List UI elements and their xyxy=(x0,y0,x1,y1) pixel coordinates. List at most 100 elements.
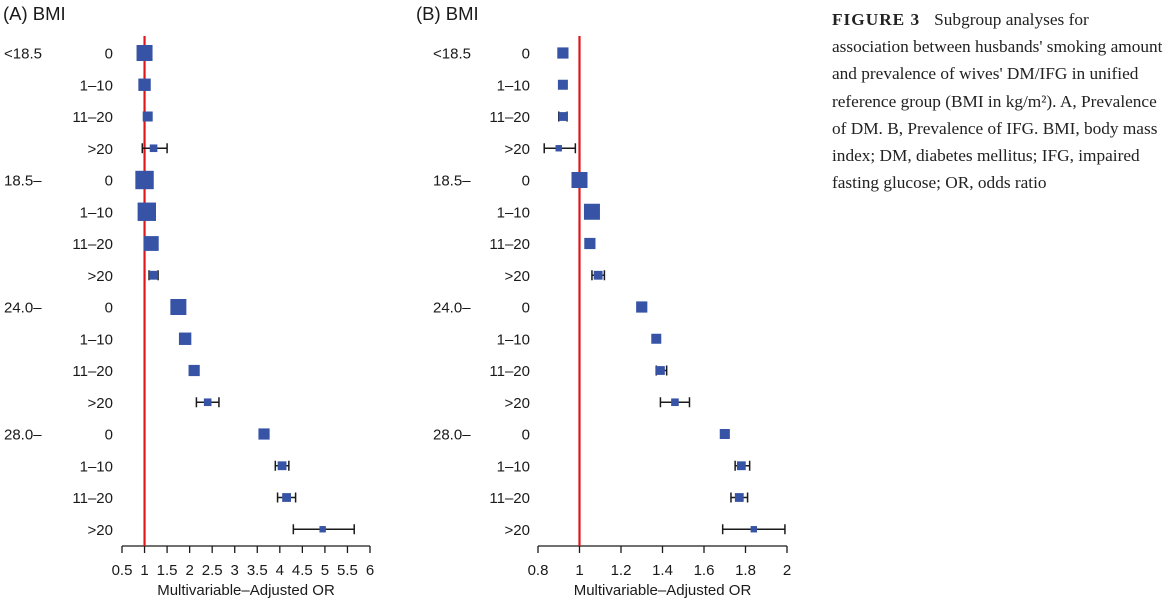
category-label: >20 xyxy=(88,268,113,285)
category-label: 0 xyxy=(522,427,530,444)
category-label: 11–20 xyxy=(489,363,530,380)
or-marker xyxy=(178,332,192,345)
or-marker xyxy=(557,79,568,90)
category-label: 0 xyxy=(522,300,530,317)
or-marker xyxy=(593,270,603,280)
x-tick-label: 6 xyxy=(366,562,374,579)
or-marker xyxy=(555,145,562,152)
category-label: 1–10 xyxy=(497,331,530,348)
category-label: 11–20 xyxy=(72,363,113,380)
category-label: 11–20 xyxy=(489,236,530,253)
x-tick-label: 2 xyxy=(783,562,791,579)
or-marker xyxy=(277,461,287,471)
group-label: 28.0– xyxy=(4,427,42,444)
or-marker xyxy=(736,461,746,471)
x-tick-label: 5.5 xyxy=(337,562,358,579)
or-marker xyxy=(571,172,588,188)
x-tick-label: 4.5 xyxy=(292,562,313,579)
or-marker xyxy=(136,45,153,61)
category-label: >20 xyxy=(505,522,530,539)
or-marker xyxy=(149,270,158,280)
x-tick-label: 1.6 xyxy=(694,562,715,579)
category-label: 1–10 xyxy=(80,77,113,94)
group-label: <18.5 xyxy=(433,46,471,63)
x-tick-label: 4 xyxy=(276,562,284,579)
category-label: 0 xyxy=(522,173,530,190)
x-tick-label: 1.8 xyxy=(735,562,756,579)
or-marker xyxy=(203,398,212,407)
category-label: 0 xyxy=(105,300,113,317)
or-marker xyxy=(558,112,568,121)
or-marker xyxy=(719,429,730,439)
category-label: >20 xyxy=(88,522,113,539)
or-marker xyxy=(584,237,596,250)
figure-caption: FIGURE 3 Subgroup analyses for associatio… xyxy=(832,6,1169,196)
group-label: 28.0– xyxy=(433,427,471,444)
x-tick-label: 2.5 xyxy=(202,562,223,579)
forest-plot-panel-a: (A) BMI 0.5 1 1.5 2 2.5 3 3.5 4 4.5 5 5.5 6 Multivari… xyxy=(3,3,374,599)
forest-plot-panel-b: (B) BMI 0.8 1 1.2 1.4 1.6 1.8 2 Multivariable–Ad… xyxy=(416,3,791,599)
or-marker xyxy=(651,333,662,344)
or-marker xyxy=(319,526,326,533)
or-marker xyxy=(656,366,665,375)
or-marker xyxy=(258,428,270,440)
category-label: 0 xyxy=(522,46,530,63)
group-label: 24.0– xyxy=(433,300,471,317)
x-tick-label: 1.4 xyxy=(652,562,673,579)
x-tick-label: 1 xyxy=(140,562,148,579)
x-tick-label: 3.5 xyxy=(247,562,268,579)
category-label: >20 xyxy=(505,395,530,412)
category-label: 0 xyxy=(105,46,113,63)
category-label: 1–10 xyxy=(80,204,113,221)
or-marker xyxy=(143,236,159,251)
x-tick-label: 0.8 xyxy=(528,562,549,579)
group-label: 18.5– xyxy=(433,173,471,190)
x-tick-label: 0.5 xyxy=(112,562,133,579)
category-label: 11–20 xyxy=(489,490,530,507)
category-label: 1–10 xyxy=(497,458,530,475)
category-label: 1–10 xyxy=(80,458,113,475)
category-label: 0 xyxy=(105,173,113,190)
or-marker xyxy=(142,111,153,122)
category-label: 1–10 xyxy=(80,331,113,348)
or-marker xyxy=(137,202,156,221)
or-marker xyxy=(750,526,757,533)
category-label: >20 xyxy=(88,395,113,412)
category-label: >20 xyxy=(505,268,530,285)
x-tick-label: 3 xyxy=(231,562,239,579)
or-marker xyxy=(135,170,154,190)
or-marker xyxy=(557,47,569,59)
panel-title: (A) BMI xyxy=(3,3,66,24)
or-marker xyxy=(734,493,744,502)
category-label: 11–20 xyxy=(72,109,113,126)
category-label: 1–10 xyxy=(497,204,530,221)
category-label: 1–10 xyxy=(497,77,530,94)
category-label: 11–20 xyxy=(72,490,113,507)
category-label: 0 xyxy=(105,427,113,444)
category-label: 11–20 xyxy=(489,109,530,126)
x-tick-label: 1.2 xyxy=(611,562,632,579)
x-axis-label: Multivariable–Adjusted OR xyxy=(157,582,335,599)
figure-label: FIGURE 3 xyxy=(832,10,921,29)
or-marker xyxy=(282,493,291,502)
or-marker xyxy=(583,203,600,220)
x-tick-label: 1 xyxy=(575,562,583,579)
x-axis-label: Multivariable–Adjusted OR xyxy=(574,582,752,599)
group-label: 18.5– xyxy=(4,173,42,190)
or-marker xyxy=(671,398,679,407)
x-tick-label: 2 xyxy=(185,562,193,579)
or-marker xyxy=(188,364,200,377)
category-label: >20 xyxy=(505,141,530,158)
or-marker xyxy=(138,78,151,91)
category-label: >20 xyxy=(88,141,113,158)
panel-title: (B) BMI xyxy=(416,3,479,24)
x-tick-label: 5 xyxy=(321,562,329,579)
group-label: 24.0– xyxy=(4,300,42,317)
or-marker xyxy=(149,144,158,153)
or-marker xyxy=(636,301,648,313)
caption-text: Subgroup analyses for association betwee… xyxy=(832,10,1163,193)
category-label: 11–20 xyxy=(72,236,113,253)
group-label: <18.5 xyxy=(4,46,42,63)
x-tick-label: 1.5 xyxy=(157,562,178,579)
